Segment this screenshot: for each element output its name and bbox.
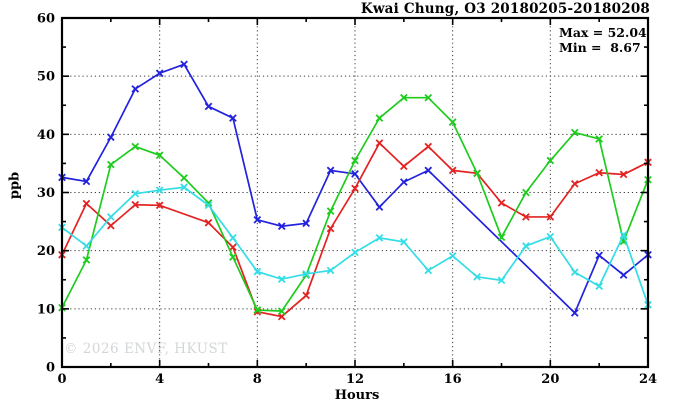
- y-tick-labels: 0 10 20 30 40 50 60: [37, 12, 55, 376]
- series-blue: [58, 60, 652, 317]
- series-cyan-markers: [58, 183, 652, 309]
- plot-frame: [60, 16, 650, 369]
- y-tick-label: 20: [37, 244, 55, 259]
- x-tick-label: 8: [253, 372, 262, 387]
- y-tick-label: 60: [37, 12, 55, 27]
- chart-title: Kwai Chung, O3 20180205-20180208: [360, 1, 650, 17]
- series-cyan: [58, 183, 652, 309]
- x-axis-label: Hours: [334, 388, 380, 403]
- x-tick-label: 16: [444, 372, 462, 387]
- max-annotation: Max = 52.04: [559, 25, 647, 40]
- max-min-annotation: Max = 52.04 Min = 8.67: [559, 25, 647, 55]
- y-tick-label: 0: [46, 361, 55, 376]
- x-tick-labels: 0 4 8 12 16 20 24: [57, 372, 657, 387]
- x-tick-label: 4: [155, 372, 164, 387]
- x-tick-label: 0: [57, 372, 66, 387]
- watermark: © 2026 ENVF, HKUST: [64, 341, 228, 357]
- x-tick-label: 24: [639, 372, 657, 387]
- y-tick-label: 10: [37, 302, 55, 317]
- x-tick-label: 20: [541, 372, 559, 387]
- x-tick-label: 12: [346, 372, 364, 387]
- gridlines: [62, 18, 648, 367]
- series-blue-markers: [58, 60, 652, 317]
- y-tick-label: 30: [37, 186, 55, 201]
- tick-marks: [61, 17, 649, 368]
- min-annotation: Min = 8.67: [559, 39, 641, 55]
- y-tick-label: 40: [37, 128, 55, 143]
- y-tick-label: 50: [37, 70, 55, 85]
